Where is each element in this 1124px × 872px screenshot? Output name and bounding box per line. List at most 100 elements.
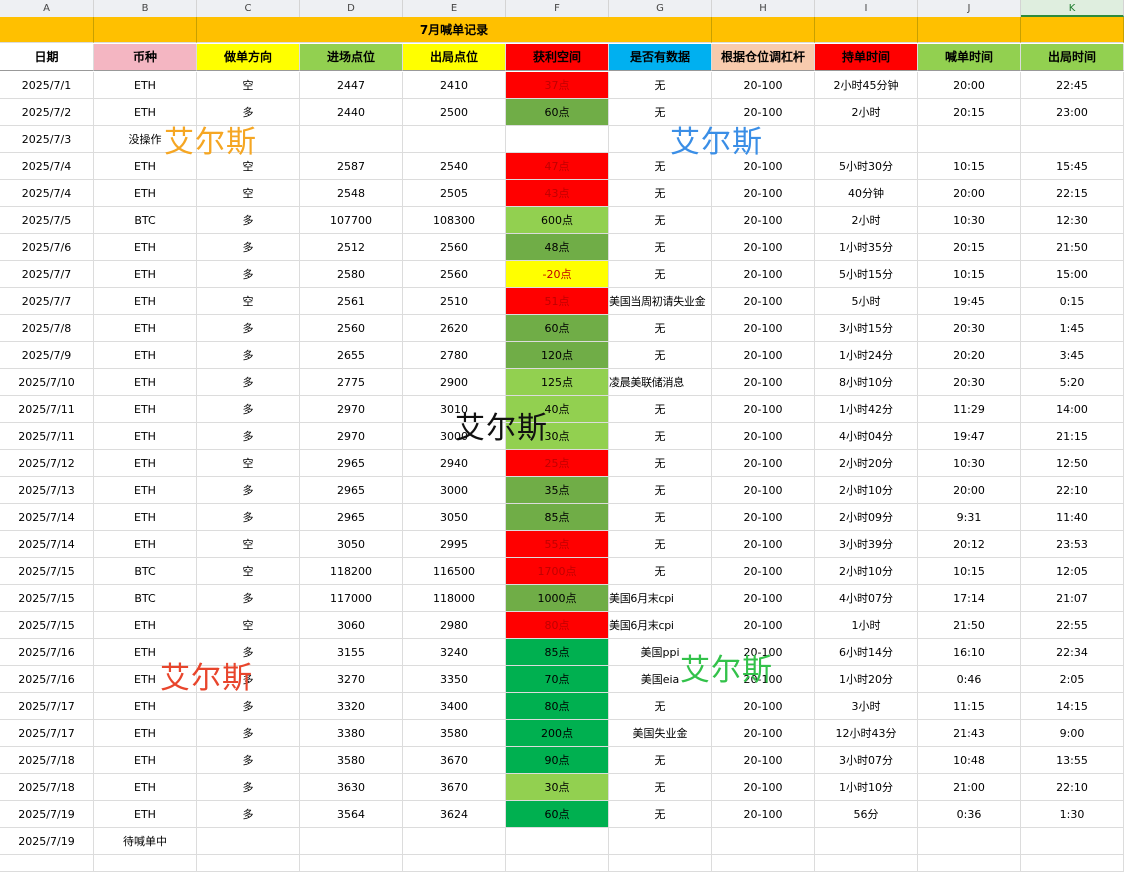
cell-data[interactable]: 无 (609, 261, 712, 288)
cell-hold-time[interactable]: 3小时 (815, 693, 918, 720)
cell-direction[interactable] (197, 828, 300, 855)
cell-data[interactable]: 美国6月末cpi (609, 612, 712, 639)
cell-profit[interactable]: 30点 (506, 774, 609, 801)
title-row-k[interactable] (1021, 17, 1124, 43)
cell-entry[interactable]: 2655 (300, 342, 403, 369)
cell-leverage[interactable]: 20-100 (712, 612, 815, 639)
cell-data[interactable] (609, 126, 712, 153)
cell-coin[interactable]: ETH (94, 720, 197, 747)
cell-coin[interactable]: ETH (94, 531, 197, 558)
cell-entry[interactable]: 2775 (300, 369, 403, 396)
cell-exit[interactable]: 3624 (403, 801, 506, 828)
cell-profit[interactable]: 48点 (506, 234, 609, 261)
cell-leverage[interactable] (712, 126, 815, 153)
cell-exit[interactable]: 116500 (403, 558, 506, 585)
cell-coin[interactable]: ETH (94, 315, 197, 342)
cell-exit-time[interactable]: 1:30 (1021, 801, 1124, 828)
cell-profit[interactable]: 30点 (506, 423, 609, 450)
cell-date[interactable]: 2025/7/11 (0, 423, 94, 450)
cell-entry[interactable]: 2561 (300, 288, 403, 315)
cell-exit[interactable]: 3670 (403, 747, 506, 774)
cell-exit[interactable]: 3000 (403, 423, 506, 450)
column-header-d[interactable]: D (300, 0, 403, 17)
cell-leverage[interactable]: 20-100 (712, 774, 815, 801)
cell-direction[interactable]: 多 (197, 801, 300, 828)
cell-coin[interactable]: ETH (94, 423, 197, 450)
cell-call-time[interactable]: 20:12 (918, 531, 1021, 558)
cell-data[interactable]: 无 (609, 153, 712, 180)
empty-cell[interactable] (1021, 855, 1124, 872)
cell-coin[interactable]: 没操作 (94, 126, 197, 153)
cell-date[interactable]: 2025/7/19 (0, 828, 94, 855)
cell-leverage[interactable]: 20-100 (712, 504, 815, 531)
cell-entry[interactable]: 2970 (300, 423, 403, 450)
cell-date[interactable]: 2025/7/16 (0, 639, 94, 666)
cell-data[interactable] (609, 828, 712, 855)
empty-cell[interactable] (197, 855, 300, 872)
cell-direction[interactable]: 多 (197, 342, 300, 369)
cell-hold-time[interactable]: 2小时 (815, 99, 918, 126)
cell-leverage[interactable]: 20-100 (712, 423, 815, 450)
cell-hold-time[interactable]: 1小时24分 (815, 342, 918, 369)
cell-profit[interactable]: 37点 (506, 72, 609, 99)
cell-coin[interactable]: ETH (94, 261, 197, 288)
cell-hold-time[interactable]: 4小时04分 (815, 423, 918, 450)
cell-date[interactable]: 2025/7/8 (0, 315, 94, 342)
cell-profit[interactable]: 60点 (506, 99, 609, 126)
cell-date[interactable]: 2025/7/14 (0, 504, 94, 531)
cell-call-time[interactable]: 19:45 (918, 288, 1021, 315)
cell-exit-time[interactable]: 21:50 (1021, 234, 1124, 261)
cell-leverage[interactable]: 20-100 (712, 396, 815, 423)
header-coin[interactable]: 币种 (94, 44, 197, 71)
cell-data[interactable]: 美国eia (609, 666, 712, 693)
cell-call-time[interactable]: 21:00 (918, 774, 1021, 801)
cell-direction[interactable]: 多 (197, 639, 300, 666)
cell-coin[interactable]: ETH (94, 747, 197, 774)
cell-hold-time[interactable]: 3小时39分 (815, 531, 918, 558)
cell-exit[interactable]: 118000 (403, 585, 506, 612)
cell-coin[interactable]: ETH (94, 450, 197, 477)
cell-entry[interactable]: 3564 (300, 801, 403, 828)
header-leverage[interactable]: 根据仓位调杠杆 (712, 44, 815, 71)
cell-entry[interactable]: 2965 (300, 477, 403, 504)
cell-hold-time[interactable]: 2小时10分 (815, 558, 918, 585)
cell-leverage[interactable]: 20-100 (712, 207, 815, 234)
cell-direction[interactable]: 多 (197, 585, 300, 612)
cell-exit[interactable]: 3000 (403, 477, 506, 504)
cell-date[interactable]: 2025/7/7 (0, 288, 94, 315)
cell-coin[interactable]: ETH (94, 801, 197, 828)
cell-data[interactable]: 凌晨美联储消息 (609, 369, 712, 396)
cell-call-time[interactable]: 17:14 (918, 585, 1021, 612)
cell-date[interactable]: 2025/7/9 (0, 342, 94, 369)
cell-date[interactable]: 2025/7/12 (0, 450, 94, 477)
cell-exit[interactable]: 3670 (403, 774, 506, 801)
title-row-j[interactable] (918, 17, 1021, 43)
cell-exit[interactable]: 3010 (403, 396, 506, 423)
cell-entry[interactable]: 2965 (300, 504, 403, 531)
cell-date[interactable]: 2025/7/17 (0, 720, 94, 747)
column-header-e[interactable]: E (403, 0, 506, 17)
cell-exit-time[interactable]: 22:10 (1021, 774, 1124, 801)
cell-entry[interactable]: 2580 (300, 261, 403, 288)
sheet-title[interactable]: 7月喊单记录 (197, 17, 712, 43)
cell-date[interactable]: 2025/7/2 (0, 99, 94, 126)
cell-data[interactable]: 无 (609, 504, 712, 531)
cell-hold-time[interactable]: 3小时07分 (815, 747, 918, 774)
cell-profit[interactable]: 60点 (506, 801, 609, 828)
cell-exit[interactable]: 2500 (403, 99, 506, 126)
cell-profit[interactable]: 43点 (506, 180, 609, 207)
cell-date[interactable]: 2025/7/7 (0, 261, 94, 288)
cell-call-time[interactable]: 10:15 (918, 261, 1021, 288)
cell-call-time[interactable]: 10:48 (918, 747, 1021, 774)
cell-entry[interactable]: 118200 (300, 558, 403, 585)
cell-exit-time[interactable]: 3:45 (1021, 342, 1124, 369)
cell-exit-time[interactable]: 21:07 (1021, 585, 1124, 612)
cell-profit[interactable] (506, 126, 609, 153)
cell-exit[interactable] (403, 828, 506, 855)
cell-exit[interactable]: 2900 (403, 369, 506, 396)
cell-coin[interactable]: ETH (94, 288, 197, 315)
cell-exit[interactable]: 2510 (403, 288, 506, 315)
cell-entry[interactable]: 3380 (300, 720, 403, 747)
cell-direction[interactable]: 空 (197, 612, 300, 639)
column-header-i[interactable]: I (815, 0, 918, 17)
